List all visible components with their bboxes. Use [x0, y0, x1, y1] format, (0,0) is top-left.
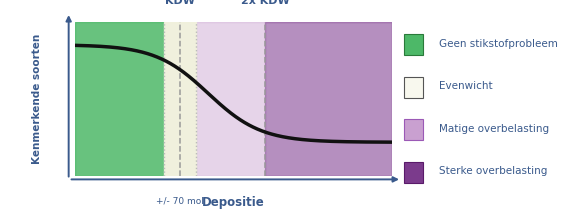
Text: Sterke overbelasting: Sterke overbelasting [439, 166, 547, 176]
Text: 2x KDW: 2x KDW [241, 0, 290, 6]
Text: Depositie: Depositie [203, 197, 265, 209]
Text: +/- 70 mol: +/- 70 mol [156, 197, 204, 205]
Text: Kenmerkende soorten: Kenmerkende soorten [32, 34, 42, 164]
Text: Evenwicht: Evenwicht [439, 81, 492, 91]
Bar [404, 119, 423, 140]
Bar [404, 162, 423, 183]
Bar [75, 22, 164, 176]
Bar [265, 22, 392, 176]
Text: Geen stikstofprobleem: Geen stikstofprobleem [439, 39, 557, 49]
Text: Matige overbelasting: Matige overbelasting [439, 124, 549, 134]
Text: KDW: KDW [165, 0, 194, 6]
Bar [404, 77, 423, 98]
Bar [196, 22, 392, 176]
Bar [164, 22, 196, 176]
Bar [404, 34, 423, 55]
